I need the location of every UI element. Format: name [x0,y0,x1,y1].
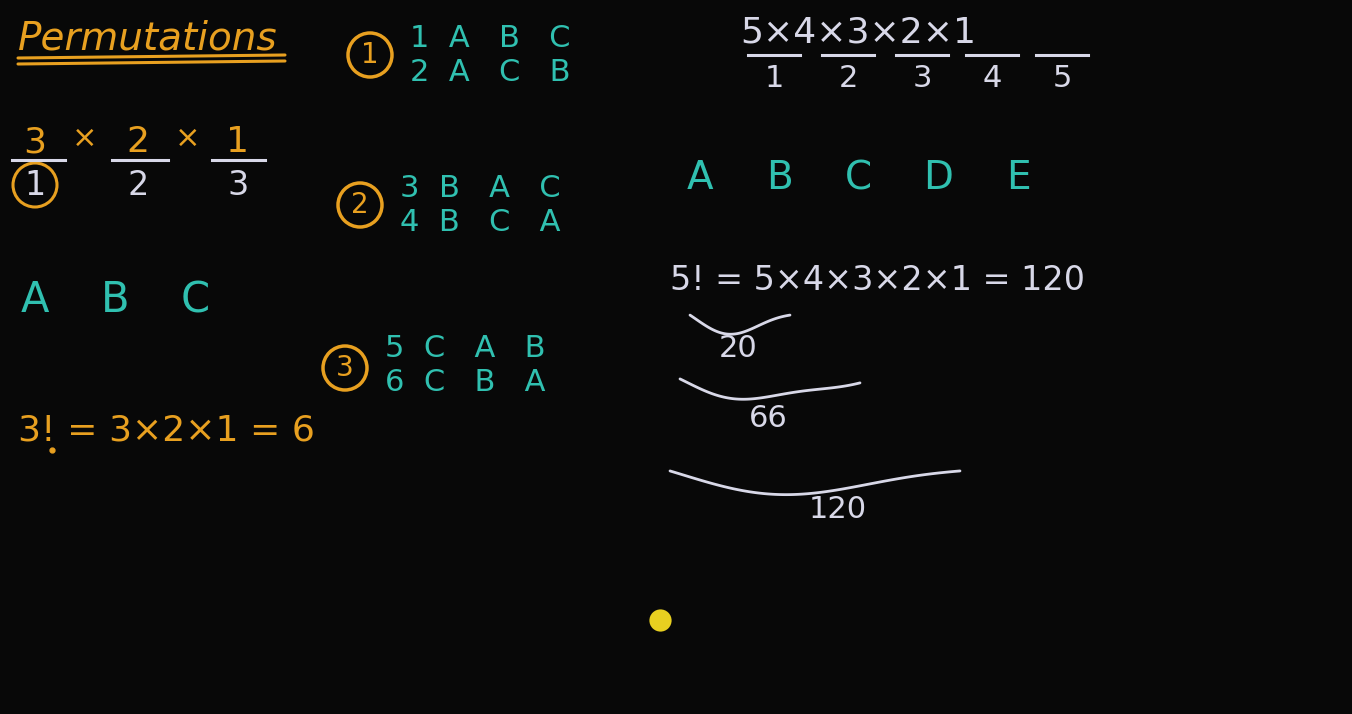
Text: 4  B   C   A: 4 B C A [400,208,561,236]
Text: 5  C   A   B: 5 C A B [385,333,545,363]
Text: 20: 20 [719,333,757,363]
Text: 4: 4 [983,64,1002,93]
Text: A: A [687,159,714,197]
Text: 2: 2 [352,191,369,219]
Text: 1: 1 [361,41,379,69]
Text: 1: 1 [227,125,250,159]
Text: ×: × [176,124,200,153]
Text: 3: 3 [227,169,249,201]
Text: 3: 3 [23,125,46,159]
Text: 5: 5 [1052,64,1072,93]
Text: 66: 66 [749,403,787,433]
Text: C: C [180,279,210,321]
Text: 1: 1 [24,169,46,201]
Text: 5! = 5×4×3×2×1 = 120: 5! = 5×4×3×2×1 = 120 [671,263,1086,296]
Text: E: E [1006,159,1030,197]
Text: B: B [100,279,130,321]
Text: 3  B   A   C: 3 B A C [400,174,561,203]
Text: B: B [767,159,794,197]
Text: 2: 2 [838,64,857,93]
Text: Permutations: Permutations [18,19,277,57]
Text: 3: 3 [913,64,932,93]
Text: ×: × [72,124,97,153]
Text: 120: 120 [808,496,867,525]
Text: 2  A   C   B: 2 A C B [410,58,571,86]
Text: 5×4×3×2×1: 5×4×3×2×1 [740,15,976,49]
Text: 2: 2 [127,169,149,201]
Text: 3: 3 [337,354,354,382]
Text: 1  A   B   C: 1 A B C [410,24,571,53]
Text: 6  C   B   A: 6 C B A [385,368,545,396]
Text: 3! = 3×2×1 = 6: 3! = 3×2×1 = 6 [18,413,315,447]
Text: A: A [20,279,49,321]
Text: 1: 1 [764,64,784,93]
Text: 2: 2 [127,125,150,159]
Text: D: D [923,159,953,197]
Text: C: C [845,159,872,197]
